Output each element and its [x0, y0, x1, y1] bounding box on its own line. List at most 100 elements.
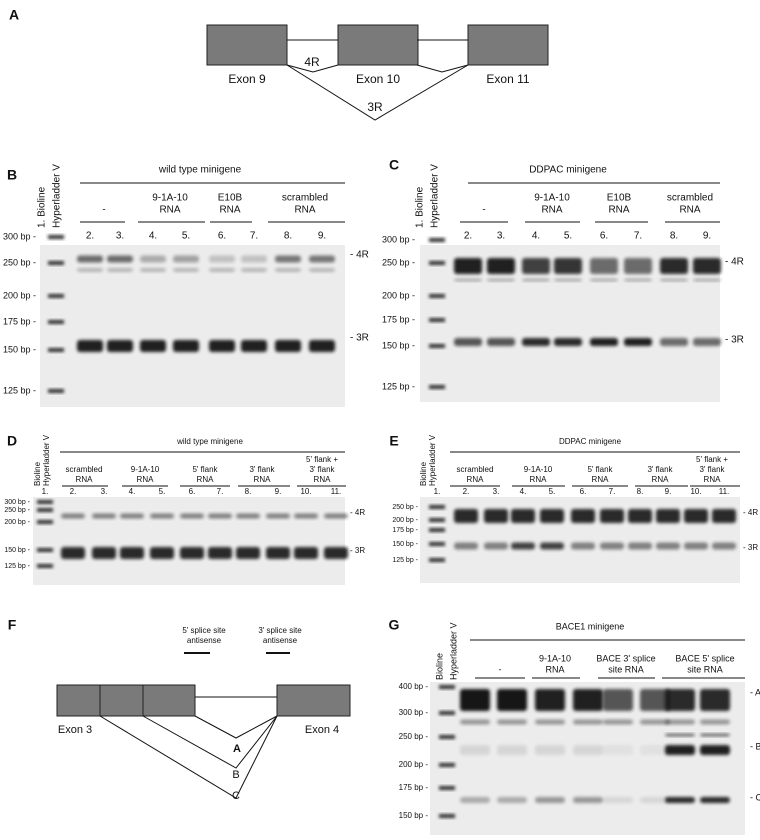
band-label: - B: [750, 741, 760, 751]
gel-band: [540, 509, 564, 523]
lane-label: 10.: [300, 487, 311, 496]
group-label: scrambled: [667, 193, 713, 204]
ladder-band: [37, 508, 53, 512]
gel-band: [590, 338, 618, 346]
group-label: 9-1A-10: [534, 193, 570, 204]
gel-band: [460, 797, 490, 803]
group-label: 3' flank: [699, 465, 725, 474]
ladder-label: Bioline: [434, 653, 444, 680]
panel-label: E: [389, 433, 398, 449]
size-label: 300 bp -: [399, 708, 429, 717]
size-label: 175 bp -: [3, 316, 36, 326]
lane-label: 10.: [690, 487, 701, 496]
gel-band: [665, 745, 695, 755]
group-label: RNA: [159, 205, 180, 216]
group-label: BACE 5' splice: [675, 653, 734, 663]
gel-band: [628, 509, 652, 523]
group-label: 5' flank +: [696, 455, 728, 464]
ladder-band: [37, 520, 53, 524]
gel-band: [309, 268, 335, 272]
ladder-label: 1. Bioline: [37, 186, 48, 228]
ladder-band: [37, 500, 53, 504]
ladder-band: [37, 564, 53, 568]
size-label: 200 bp -: [4, 519, 30, 526]
gel-band: [209, 255, 235, 263]
gel-band: [712, 542, 736, 550]
size-label: 125 bp -: [382, 381, 415, 391]
group-label: site RNA: [608, 664, 644, 674]
gel-band: [107, 340, 133, 352]
gel-band: [656, 509, 680, 523]
gel-band: [173, 255, 199, 263]
splice-path: [142, 715, 278, 769]
lane-label: 4.: [520, 487, 527, 496]
group-label: RNA: [679, 205, 700, 216]
lane-label: 6.: [189, 487, 196, 496]
gel-band: [309, 340, 335, 352]
ladder-label: Hyperladder V: [52, 164, 63, 228]
gel-band: [487, 278, 515, 282]
gel-band: [294, 547, 318, 559]
gel-band: [460, 719, 490, 725]
band-label: - C: [750, 792, 760, 802]
lane-label: 8.: [284, 231, 292, 242]
group-label: RNA: [219, 205, 240, 216]
gel-band: [173, 340, 199, 352]
exon-box: [276, 684, 351, 717]
isoform-label: 3R: [367, 100, 383, 114]
group-label: 9-1A-10: [524, 465, 553, 474]
gel-band: [77, 340, 103, 352]
gel-band: [640, 689, 670, 711]
lane-label: 8.: [670, 231, 678, 242]
band-label: - A: [750, 687, 760, 697]
ladder-band: [429, 318, 445, 322]
ladder-band: [48, 348, 64, 352]
band-label: - 4R: [725, 257, 744, 268]
band-label: - 3R: [725, 335, 744, 346]
group-label: RNA: [704, 475, 722, 484]
size-label: 400 bp -: [399, 682, 429, 691]
panel-label: B: [7, 167, 17, 183]
gel-band: [150, 547, 174, 559]
group-label: scrambled: [282, 193, 328, 204]
size-label: 150 bp -: [399, 811, 429, 820]
gel-band: [294, 513, 318, 519]
size-label: 250 bp -: [392, 504, 418, 511]
ladder-label: Hyperladder V: [42, 434, 51, 486]
gel-band: [180, 547, 204, 559]
gel-band: [324, 547, 348, 559]
antisense-label: antisense: [187, 636, 222, 645]
gel-band: [236, 547, 260, 559]
ladder-band: [439, 711, 455, 715]
lane-label: 6.: [580, 487, 587, 496]
lane-label: 4.: [129, 487, 136, 496]
gel-band: [484, 542, 508, 550]
gel-band: [487, 338, 515, 346]
gel-band: [640, 745, 670, 755]
ladder-label: Bioline: [33, 461, 42, 486]
header: wild type minigene: [176, 437, 243, 446]
gel-band: [554, 278, 582, 282]
size-label: 175 bp -: [392, 527, 418, 534]
ladder-band: [48, 389, 64, 393]
size-label: 300 bp -: [3, 231, 36, 241]
gel-band: [208, 547, 232, 559]
group-label: RNA: [592, 475, 610, 484]
gel-band: [522, 278, 550, 282]
size-label: 200 bp -: [392, 517, 418, 524]
antisense-label: 3' splice site: [258, 626, 302, 635]
lane-label: 4.: [149, 231, 157, 242]
gel-band: [275, 255, 301, 263]
gel-band: [684, 542, 708, 550]
gel-band: [693, 278, 721, 282]
ladder-band: [429, 505, 445, 509]
group-label: scrambled: [66, 465, 103, 474]
ladder-band: [439, 786, 455, 790]
gel-band: [92, 513, 116, 519]
group-label: RNA: [197, 475, 215, 484]
gel-band: [573, 797, 603, 803]
lane-label: 3.: [116, 231, 124, 242]
gel-band: [573, 745, 603, 755]
splice-path: [286, 64, 339, 73]
